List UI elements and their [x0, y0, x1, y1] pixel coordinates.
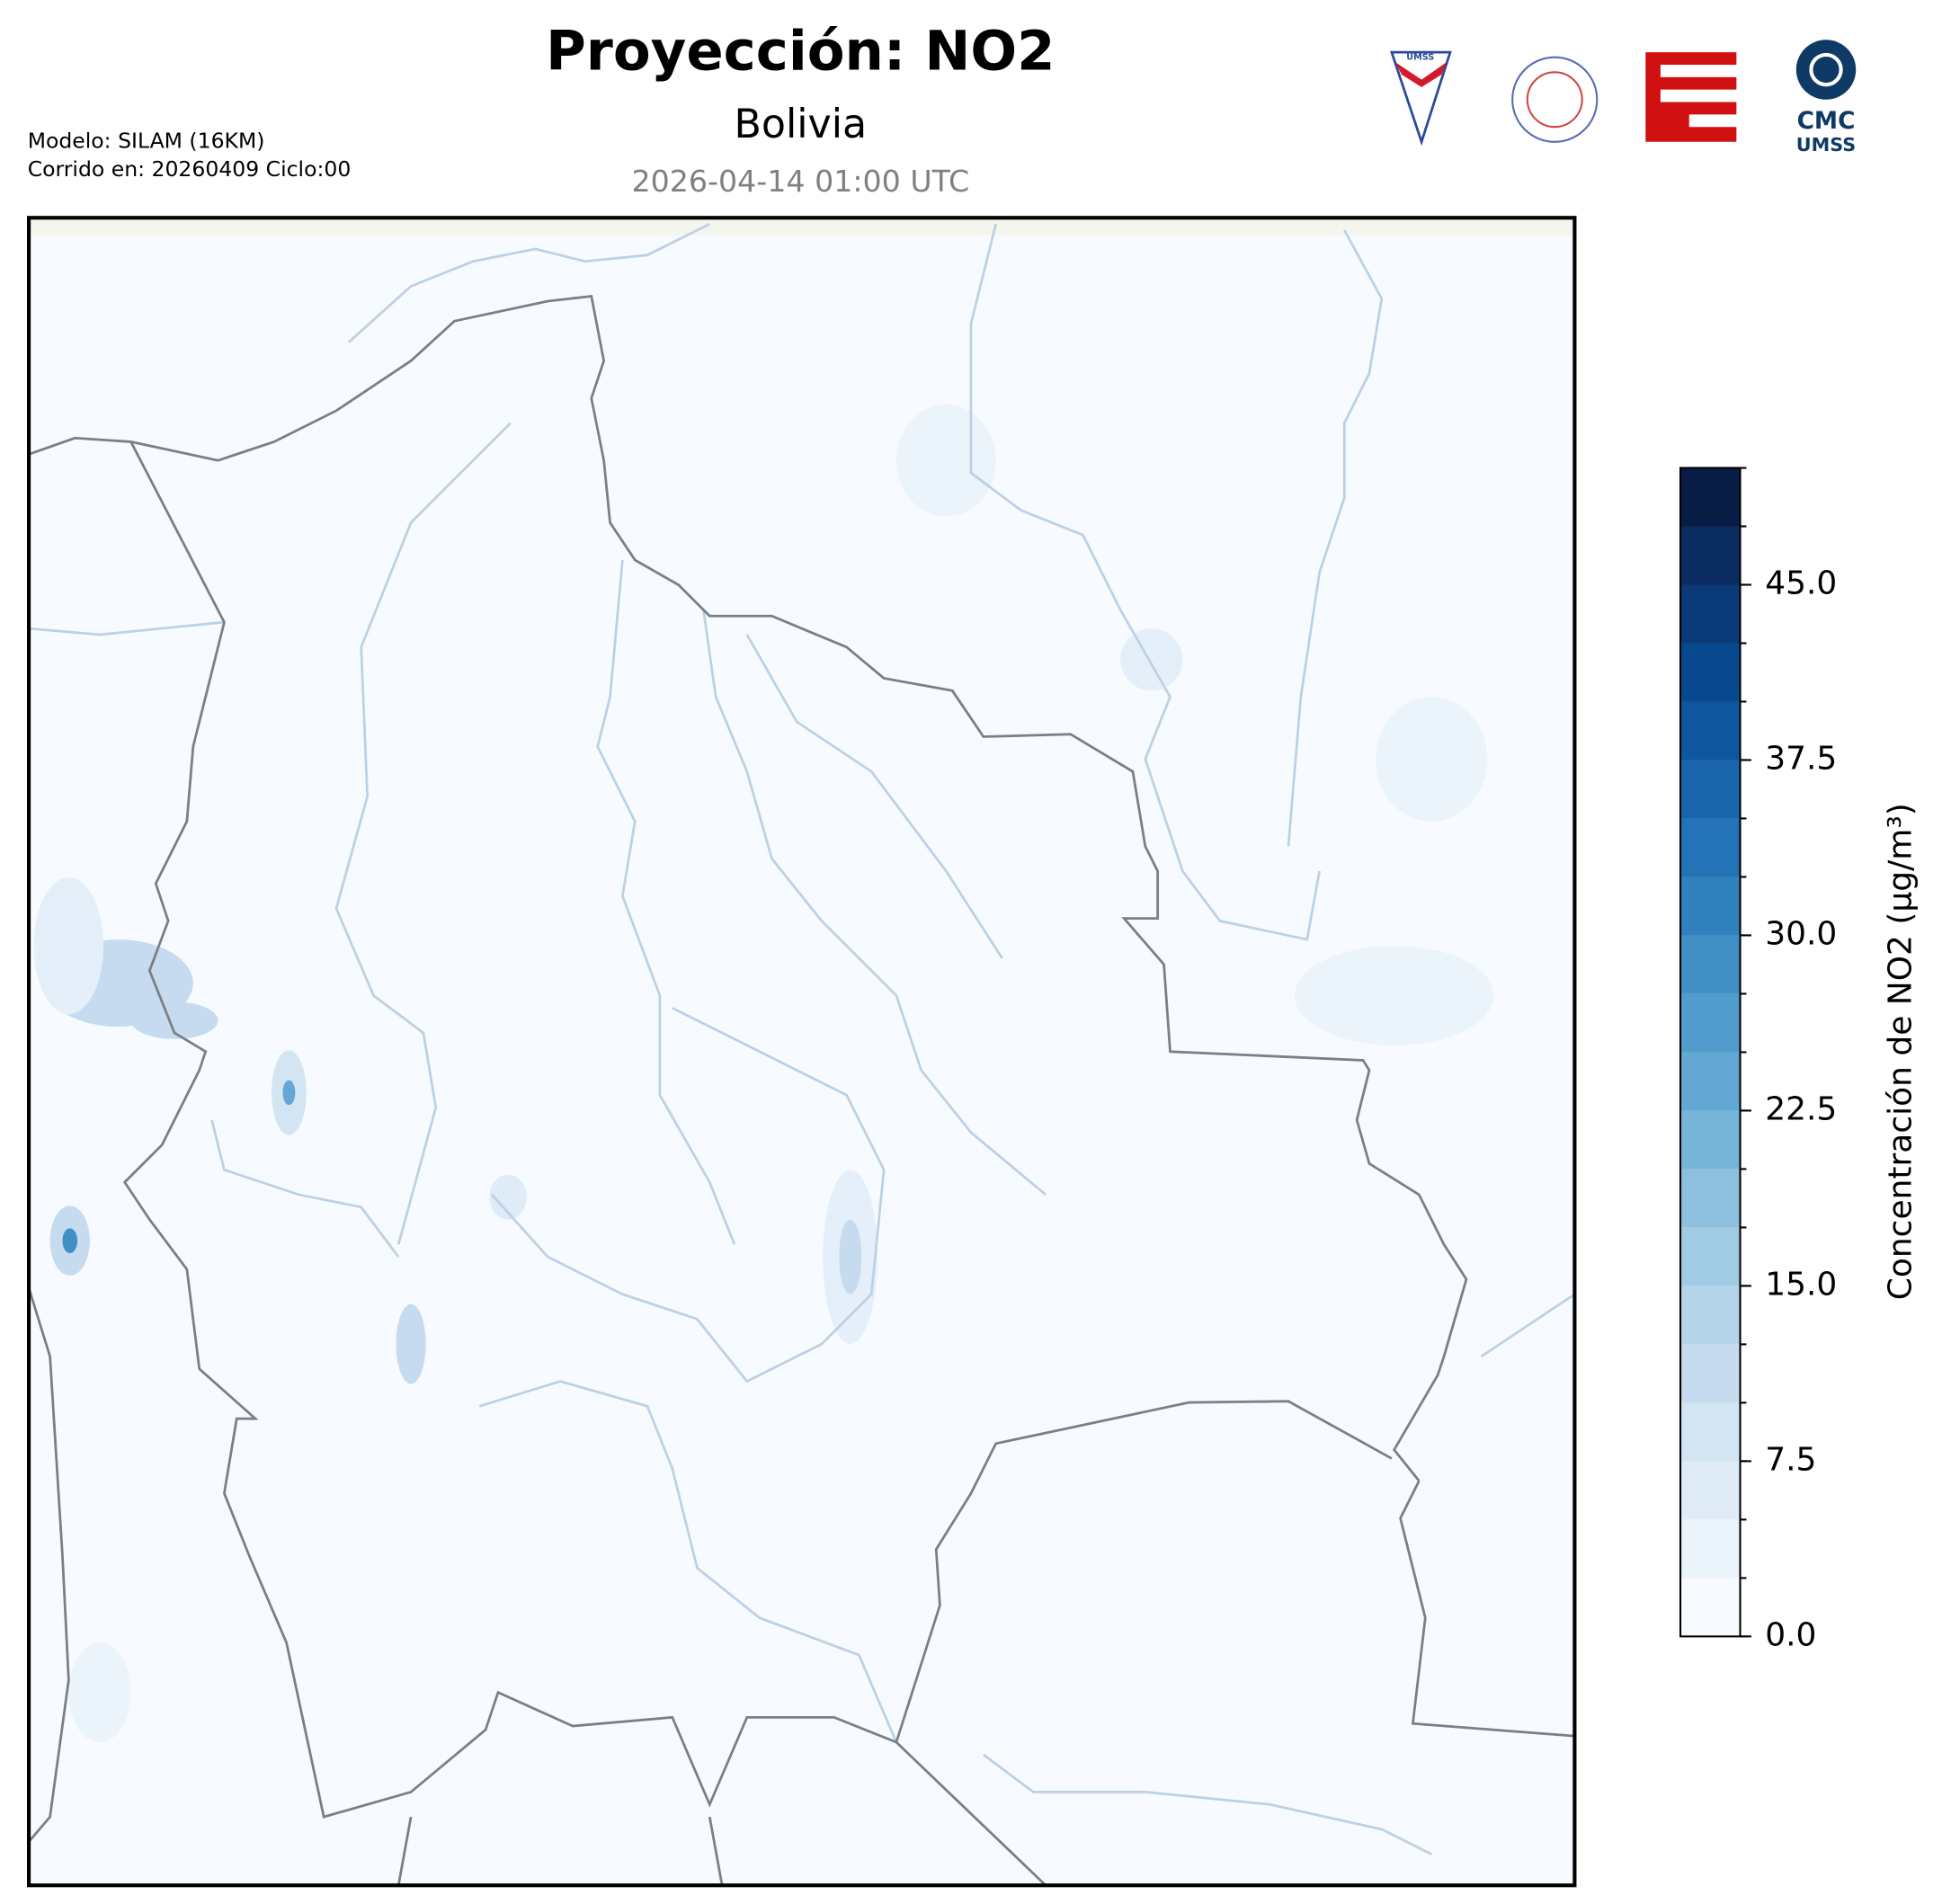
colorbar-tick-label: 45.0 — [1765, 565, 1837, 601]
river — [1287, 229, 1384, 847]
river — [334, 422, 512, 1245]
logo-cmc-sub: UMSS — [1796, 134, 1856, 156]
border — [122, 440, 1393, 1819]
logos: UMSS CMC UMSS — [1389, 40, 1857, 156]
colorbar-band — [1680, 701, 1741, 761]
map — [26, 216, 1577, 1888]
colorbar-tick-label: 0.0 — [1765, 1616, 1816, 1653]
river — [983, 1753, 1432, 1855]
logo-physics — [1511, 56, 1599, 143]
logo-cmc — [1795, 40, 1857, 100]
colorbar-tick-label: 7.5 — [1765, 1441, 1816, 1478]
colorbar-band — [1680, 643, 1741, 702]
colorbar-tick-label: 30.0 — [1765, 915, 1837, 952]
colorbar-band — [1680, 1110, 1741, 1170]
map-background — [29, 218, 1575, 1886]
logo-cmc-ring — [1809, 52, 1843, 87]
colorbar-frame — [1679, 467, 1742, 1638]
plume — [130, 1001, 218, 1039]
colorbar-band — [1680, 1402, 1741, 1462]
river — [969, 223, 1321, 941]
colorbar-label: Concentración de NO2 (µg/m³) — [1882, 803, 1919, 1300]
colorbar-tick-label: 15.0 — [1765, 1266, 1837, 1303]
plume — [396, 1303, 426, 1384]
colorbar-band — [1680, 526, 1741, 585]
colorbar-band — [1680, 818, 1741, 877]
colorbar-band — [1680, 993, 1741, 1053]
borders — [27, 294, 1575, 1887]
logo-physics-inner — [1526, 71, 1583, 129]
river — [478, 1380, 898, 1743]
map-frame — [26, 216, 1577, 1888]
border — [1399, 1480, 1575, 1738]
river — [1480, 1293, 1576, 1358]
logo-fcyt — [1645, 52, 1737, 142]
border — [28, 294, 1468, 1482]
plume — [489, 1174, 527, 1220]
plume — [68, 1642, 131, 1743]
subtitle: Bolivia — [734, 102, 867, 147]
plume — [895, 404, 996, 517]
logo-cmc-text: CMC — [1797, 108, 1856, 135]
plume — [33, 876, 104, 1015]
plume — [1120, 628, 1183, 691]
river — [596, 559, 736, 1245]
map-edge — [29, 218, 1575, 236]
river — [702, 609, 1047, 1197]
border — [396, 1741, 1047, 1887]
logo-umss-text: UMSS — [1406, 53, 1434, 63]
river — [491, 1007, 886, 1384]
colorbar-band — [1680, 1519, 1741, 1579]
colorbar-band — [1680, 1169, 1741, 1228]
river — [347, 222, 710, 343]
colorbar-band — [1680, 876, 1741, 936]
colorbar-band — [1680, 1578, 1741, 1637]
date: 2026-04-14 01:00 UTC — [631, 164, 969, 199]
colorbar-band — [1680, 1344, 1741, 1403]
colorbar-tick-label: 22.5 — [1765, 1090, 1837, 1127]
colorbar-band — [1680, 760, 1741, 819]
title: Proyección: NO2 — [546, 20, 1055, 84]
colorbar-band — [1680, 584, 1741, 644]
plume — [1294, 946, 1494, 1045]
plume — [282, 1080, 296, 1106]
border — [27, 1287, 70, 1843]
river — [745, 634, 1003, 959]
colorbar-band — [1680, 1227, 1741, 1286]
colorbar-band — [1680, 1286, 1741, 1345]
run-info: Corrido en: 20260409 Ciclo:00 — [28, 156, 352, 182]
colorbar-band — [1680, 1461, 1741, 1520]
colorbar: 0.0 7.5 15.0 22.5 30.0 37.5 45.0 — [1679, 467, 1837, 1653]
colorbar-band — [1680, 1052, 1741, 1111]
river — [210, 1119, 400, 1258]
plume — [1375, 697, 1488, 822]
colorbar-band — [1680, 935, 1741, 994]
logo-umss-shape — [1395, 62, 1447, 87]
plume — [839, 1219, 862, 1295]
rivers — [28, 222, 1576, 1855]
plume — [62, 1228, 78, 1254]
river — [28, 620, 225, 636]
colorbar-tick-label: 37.5 — [1765, 740, 1837, 777]
colorbar-band — [1680, 467, 1741, 527]
model-info: Modelo: SILAM (16KM) — [28, 128, 265, 153]
